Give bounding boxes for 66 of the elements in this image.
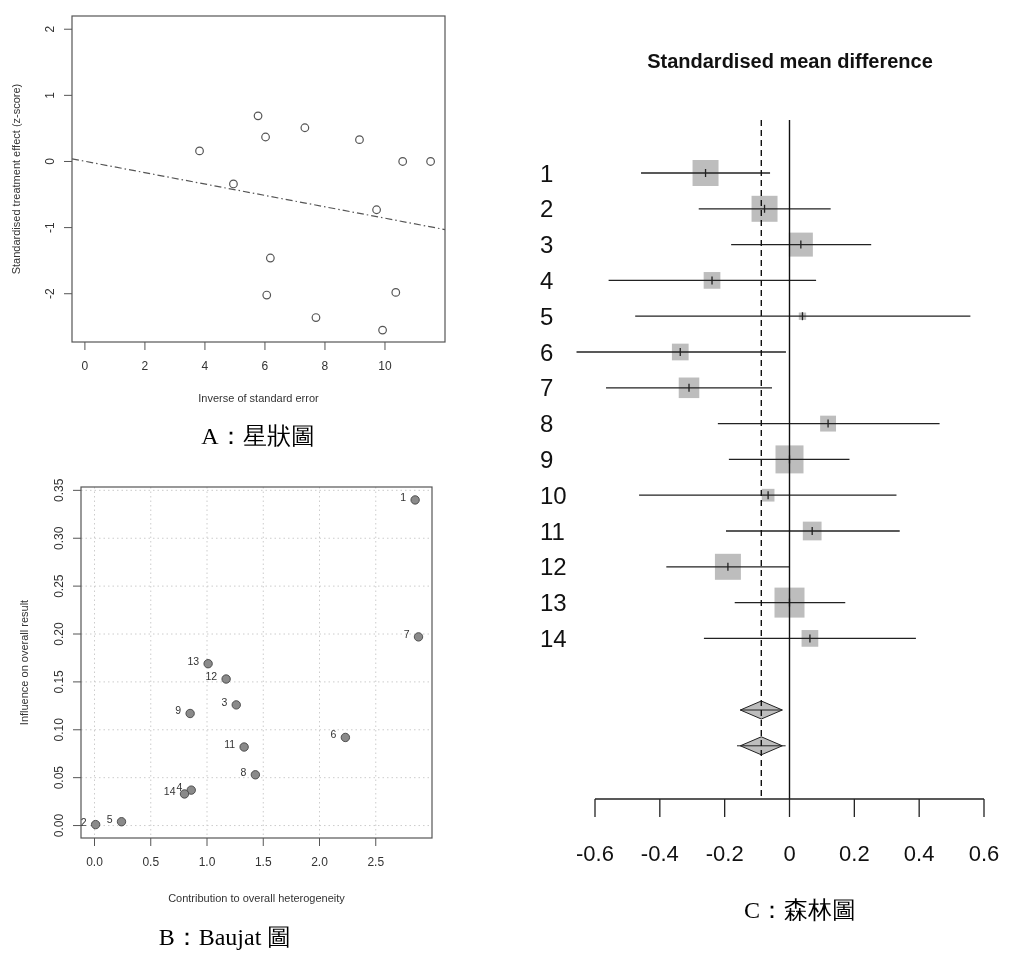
y-tick-label: 1 bbox=[540, 159, 554, 187]
y-tick-label: 10 bbox=[540, 481, 567, 509]
annotation: 2 bbox=[80, 815, 87, 828]
x-tick-label: 0 bbox=[81, 359, 89, 373]
annotation: 11 bbox=[224, 738, 236, 751]
x-tick-label: -0.4 bbox=[640, 840, 679, 866]
y-tick-label: 4 bbox=[540, 266, 554, 294]
y-tick-label: 13 bbox=[540, 589, 567, 617]
annotation: 5 bbox=[106, 812, 113, 825]
chart-title: Standardised mean difference bbox=[647, 50, 933, 72]
x-tick-label: 1.5 bbox=[254, 855, 272, 869]
annotation: 6 bbox=[330, 728, 337, 741]
text: A：星狀圖 bbox=[201, 423, 315, 449]
x-tick-label: 10 bbox=[378, 359, 392, 373]
y-tick-label: 14 bbox=[540, 624, 567, 652]
x-tick-label: 6 bbox=[261, 359, 269, 373]
x-tick-label: 2.0 bbox=[311, 855, 329, 869]
x-axis-title: Inverse of standard error bbox=[198, 392, 320, 404]
x-tick-label: 0 bbox=[783, 840, 796, 866]
y-axis-title: Influence on overall result bbox=[18, 599, 30, 726]
y-tick-label: 0.10 bbox=[52, 717, 66, 742]
x-tick-label: 0.0 bbox=[86, 855, 104, 869]
y-tick-label: 0.30 bbox=[52, 526, 66, 550]
y-tick-label: 5 bbox=[540, 302, 554, 330]
annotation: 9 bbox=[175, 704, 182, 717]
y-tick-label: 8 bbox=[540, 410, 554, 438]
annotation: 14 bbox=[163, 784, 176, 797]
x-tick-label: 8 bbox=[321, 359, 329, 373]
y-tick-label: 0.00 bbox=[52, 813, 66, 838]
y-tick-label: 0.25 bbox=[52, 574, 66, 598]
annotation: 3 bbox=[221, 695, 228, 708]
annotation: 7 bbox=[403, 627, 410, 640]
x-tick-label: 2 bbox=[141, 359, 149, 373]
x-tick-label: 0.6 bbox=[968, 840, 1000, 866]
annotation: 1 bbox=[400, 490, 407, 503]
y-tick-label: 0.20 bbox=[52, 622, 66, 646]
x-axis-title: Contribution to overall heterogeneity bbox=[168, 892, 346, 904]
x-tick-label: 0.2 bbox=[839, 840, 870, 866]
y-tick-label: 0.05 bbox=[52, 765, 66, 790]
y-tick-label: 0.15 bbox=[52, 669, 66, 694]
y-tick-label: 12 bbox=[540, 553, 567, 581]
annotation: 13 bbox=[187, 654, 200, 667]
y-tick-label: 9 bbox=[540, 445, 554, 473]
y-tick-label: 2 bbox=[43, 25, 57, 33]
annotation: 4 bbox=[176, 781, 183, 794]
y-tick-label: 2 bbox=[540, 195, 554, 223]
y-tick-label: 11 bbox=[540, 517, 565, 545]
text: B：Baujat 圖 bbox=[158, 924, 292, 950]
y-tick-label: 3 bbox=[540, 231, 554, 259]
annotation: 12 bbox=[205, 670, 218, 683]
x-tick-label: 2.5 bbox=[367, 855, 385, 869]
x-tick-label: 0.5 bbox=[142, 855, 160, 869]
text: C：森林圖 bbox=[743, 897, 857, 923]
y-tick-label: 1 bbox=[43, 91, 57, 99]
x-tick-label: 1.0 bbox=[198, 855, 216, 869]
annotation: 8 bbox=[240, 765, 247, 778]
y-tick-label: 0 bbox=[43, 157, 57, 165]
y-tick-label: 0.35 bbox=[52, 478, 66, 503]
x-tick-label: 0.4 bbox=[903, 840, 935, 866]
x-tick-label: 4 bbox=[201, 359, 209, 373]
y-tick-label: 7 bbox=[540, 374, 554, 402]
y-axis-title: Standardised treatment effect (z-score) bbox=[10, 83, 22, 275]
x-tick-label: -0.2 bbox=[705, 840, 744, 866]
y-tick-label: -2 bbox=[43, 288, 57, 300]
y-tick-label: -1 bbox=[43, 221, 57, 233]
x-tick-label: -0.6 bbox=[576, 840, 614, 866]
